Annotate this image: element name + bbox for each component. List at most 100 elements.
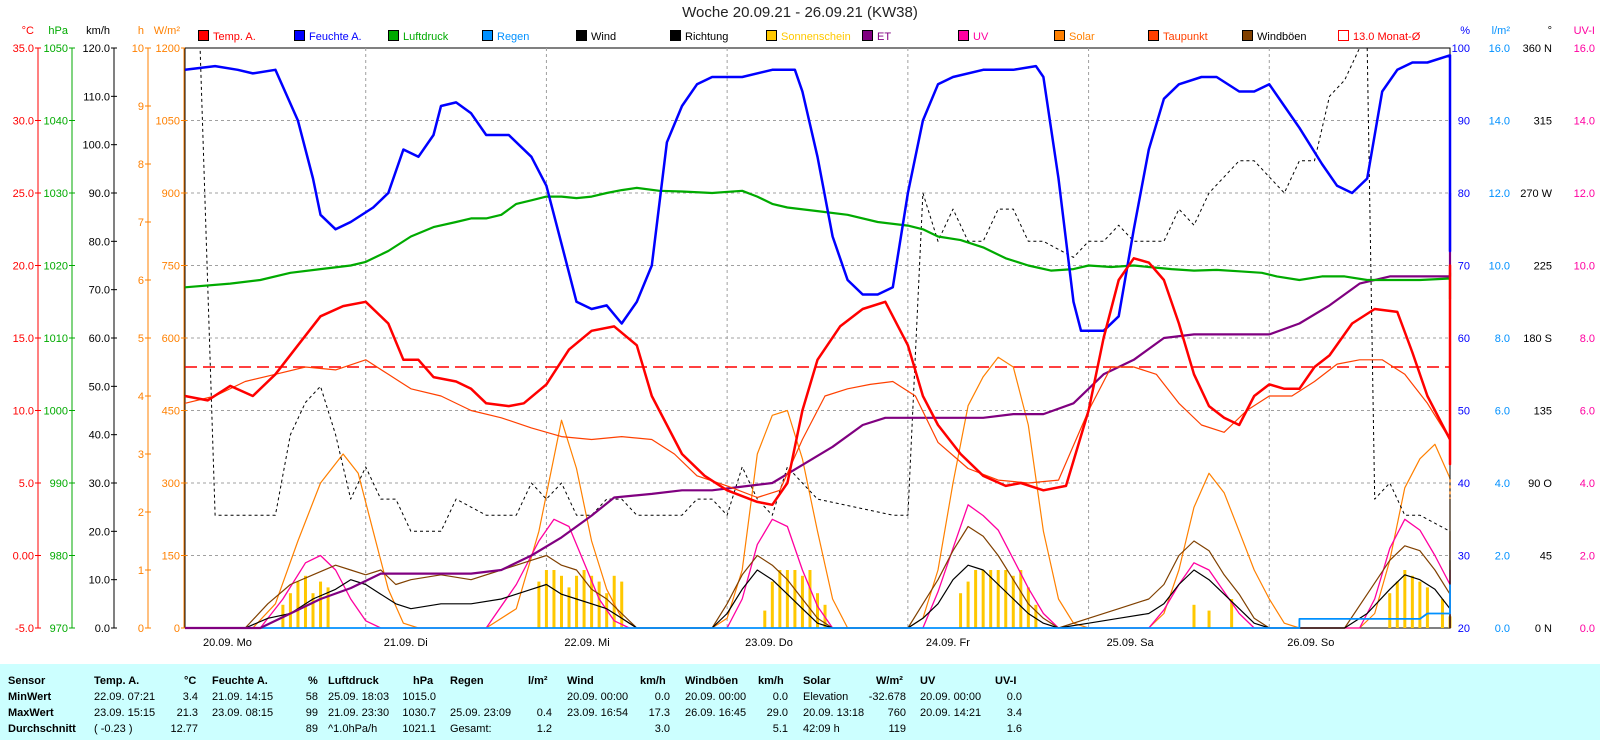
sunshine-bar	[582, 570, 586, 628]
axis-label-sunshine: 9	[138, 101, 144, 113]
axis-label-wind: 90.0	[89, 188, 110, 200]
x-tick-label: 24.09. Fr	[926, 637, 970, 649]
axis-label-rain: 16.0	[1489, 43, 1510, 55]
stats-cell: Gesamt:	[450, 723, 492, 735]
series-temp-a	[184, 257, 1452, 507]
sunshine-bar	[552, 570, 556, 628]
axis-label-uv: 0.0	[1580, 623, 1595, 635]
axis-label-sunshine: 8	[138, 159, 144, 171]
sunshine-bar	[1403, 570, 1407, 628]
stats-cell: 99	[305, 707, 318, 719]
legend-swatch	[1148, 30, 1159, 41]
axis-label-solar: 450	[162, 406, 180, 418]
legend-label: Windböen	[1257, 31, 1307, 43]
stats-header-press: Luftdruck	[328, 675, 379, 687]
axis-label-temp: 5.0	[19, 478, 34, 490]
x-tick-label: 21.09. Di	[384, 637, 428, 649]
axis-label-direction: 0 N	[1535, 623, 1552, 635]
legend-item-temp: Temp. A.	[198, 28, 256, 46]
axis-label-rain: 0.0	[1495, 623, 1510, 635]
stats-cell: 17.3	[648, 707, 670, 719]
axis-label-sunshine: 3	[138, 449, 144, 461]
sunshine-bar	[288, 593, 292, 628]
axis-label-sunshine: 2	[138, 507, 144, 519]
series-regen	[185, 584, 1451, 629]
stats-header-hum-unit: %	[308, 675, 318, 687]
stats-header-wind: Wind	[567, 675, 594, 687]
axis-label-uv: 8.0	[1580, 333, 1595, 345]
axis-label-sunshine: 4	[138, 391, 144, 403]
stats-cell: 29.0	[766, 707, 788, 719]
axis-label-direction: 360 N	[1523, 43, 1552, 55]
sunshine-bar	[1026, 587, 1030, 628]
axis-label-solar: 900	[162, 188, 180, 200]
axis-label-wind: 30.0	[89, 478, 110, 490]
axis-label-humidity: 80	[1458, 188, 1470, 200]
x-tick-label: 25.09. Sa	[1107, 637, 1155, 649]
axis-label-temp: 15.0	[13, 333, 34, 345]
sunshine-bar	[1019, 570, 1023, 628]
legend-label: UV	[973, 31, 989, 43]
sunshine-bar	[1207, 610, 1211, 628]
sunshine-bar	[966, 581, 970, 628]
axis-label-humidity: 60	[1458, 333, 1470, 345]
axis-label-solar: 1200	[156, 43, 180, 55]
axis-unit-sunshine: h	[138, 25, 144, 37]
axis-label-solar: 750	[162, 261, 180, 273]
legend-swatch	[958, 30, 969, 41]
sunshine-bar	[785, 570, 789, 628]
sunshine-bar	[1395, 581, 1399, 628]
axis-label-rain: 4.0	[1495, 478, 1510, 490]
stats-cell: -32.678	[868, 691, 906, 703]
sunshine-bar	[981, 570, 985, 628]
stats-header-temp-unit: °C	[184, 675, 197, 687]
legend-label: Regen	[497, 31, 530, 43]
stats-header-solar: Solar	[803, 675, 831, 687]
axis-label-solar: 150	[162, 551, 180, 563]
legend-item-regen: Regen	[482, 28, 529, 46]
series-richtung	[185, 47, 1451, 597]
axis-label-wind: 80.0	[89, 236, 110, 248]
sunshine-bar	[567, 587, 571, 628]
axis-label-uv: 16.0	[1574, 43, 1595, 55]
axis-label-temp: 10.0	[13, 406, 34, 418]
axis-unit-wind: km/h	[86, 25, 110, 37]
legend-label: Sonnenschein	[781, 31, 851, 43]
axis-label-direction: 180 S	[1523, 333, 1552, 345]
axis-label-direction: 90 O	[1528, 478, 1552, 490]
axis-label-pressure: 1040	[44, 116, 68, 128]
stats-cell: 23.09. 08:15	[212, 707, 274, 719]
chart-title: Woche 20.09.21 - 26.09.21 (KW38)	[682, 4, 918, 21]
stats-cell: 20.09. 13:18	[803, 707, 865, 719]
axis-label-pressure: 1050	[44, 43, 68, 55]
stats-cell: 0.0	[1006, 691, 1022, 703]
axis-label-wind: 50.0	[89, 381, 110, 393]
sunshine-bar	[597, 581, 601, 628]
sunshine-bar	[319, 581, 323, 628]
axis-label-uv: 12.0	[1574, 188, 1595, 200]
legend-swatch	[482, 30, 493, 41]
sunshine-bar	[808, 570, 812, 628]
legend-swatch	[862, 30, 873, 41]
axis-label-humidity: 20	[1458, 623, 1470, 635]
series-feuchte-a	[184, 54, 1452, 333]
axis-unit-uv: UV-I	[1574, 25, 1595, 37]
stats-cell: 1030.7	[402, 707, 436, 719]
series-windb-en	[185, 525, 1451, 629]
axis-label-wind: 100.0	[82, 140, 110, 152]
axis-label-pressure: 1030	[44, 188, 68, 200]
stats-cell: 1021.1	[402, 723, 436, 735]
stats-cell: 1015.0	[402, 691, 436, 703]
axis-label-sunshine: 7	[138, 217, 144, 229]
stats-row-label: MinWert	[8, 691, 52, 703]
sunshine-bar	[1004, 570, 1008, 628]
legend-item-solar: Solar	[1054, 28, 1095, 46]
axis-label-temp: 25.0	[13, 188, 34, 200]
axis-label-wind: 120.0	[82, 43, 110, 55]
stats-cell: 25.09. 23:09	[450, 707, 512, 719]
legend-label: ET	[877, 31, 892, 43]
legend-swatch	[388, 30, 399, 41]
stats-header-sensor: Sensor	[8, 675, 46, 687]
legend-swatch	[198, 30, 209, 41]
sunshine-bar	[1418, 581, 1422, 628]
